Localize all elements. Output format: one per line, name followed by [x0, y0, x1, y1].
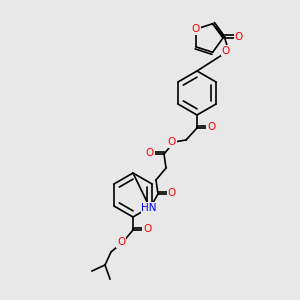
- Text: O: O: [168, 188, 176, 198]
- Text: O: O: [192, 24, 200, 34]
- Text: O: O: [207, 122, 215, 132]
- Text: O: O: [221, 46, 230, 56]
- Text: O: O: [146, 148, 154, 158]
- Text: O: O: [143, 224, 151, 234]
- Text: O: O: [117, 237, 125, 247]
- Text: HN: HN: [141, 203, 157, 213]
- Text: O: O: [235, 32, 243, 42]
- Text: O: O: [168, 137, 176, 147]
